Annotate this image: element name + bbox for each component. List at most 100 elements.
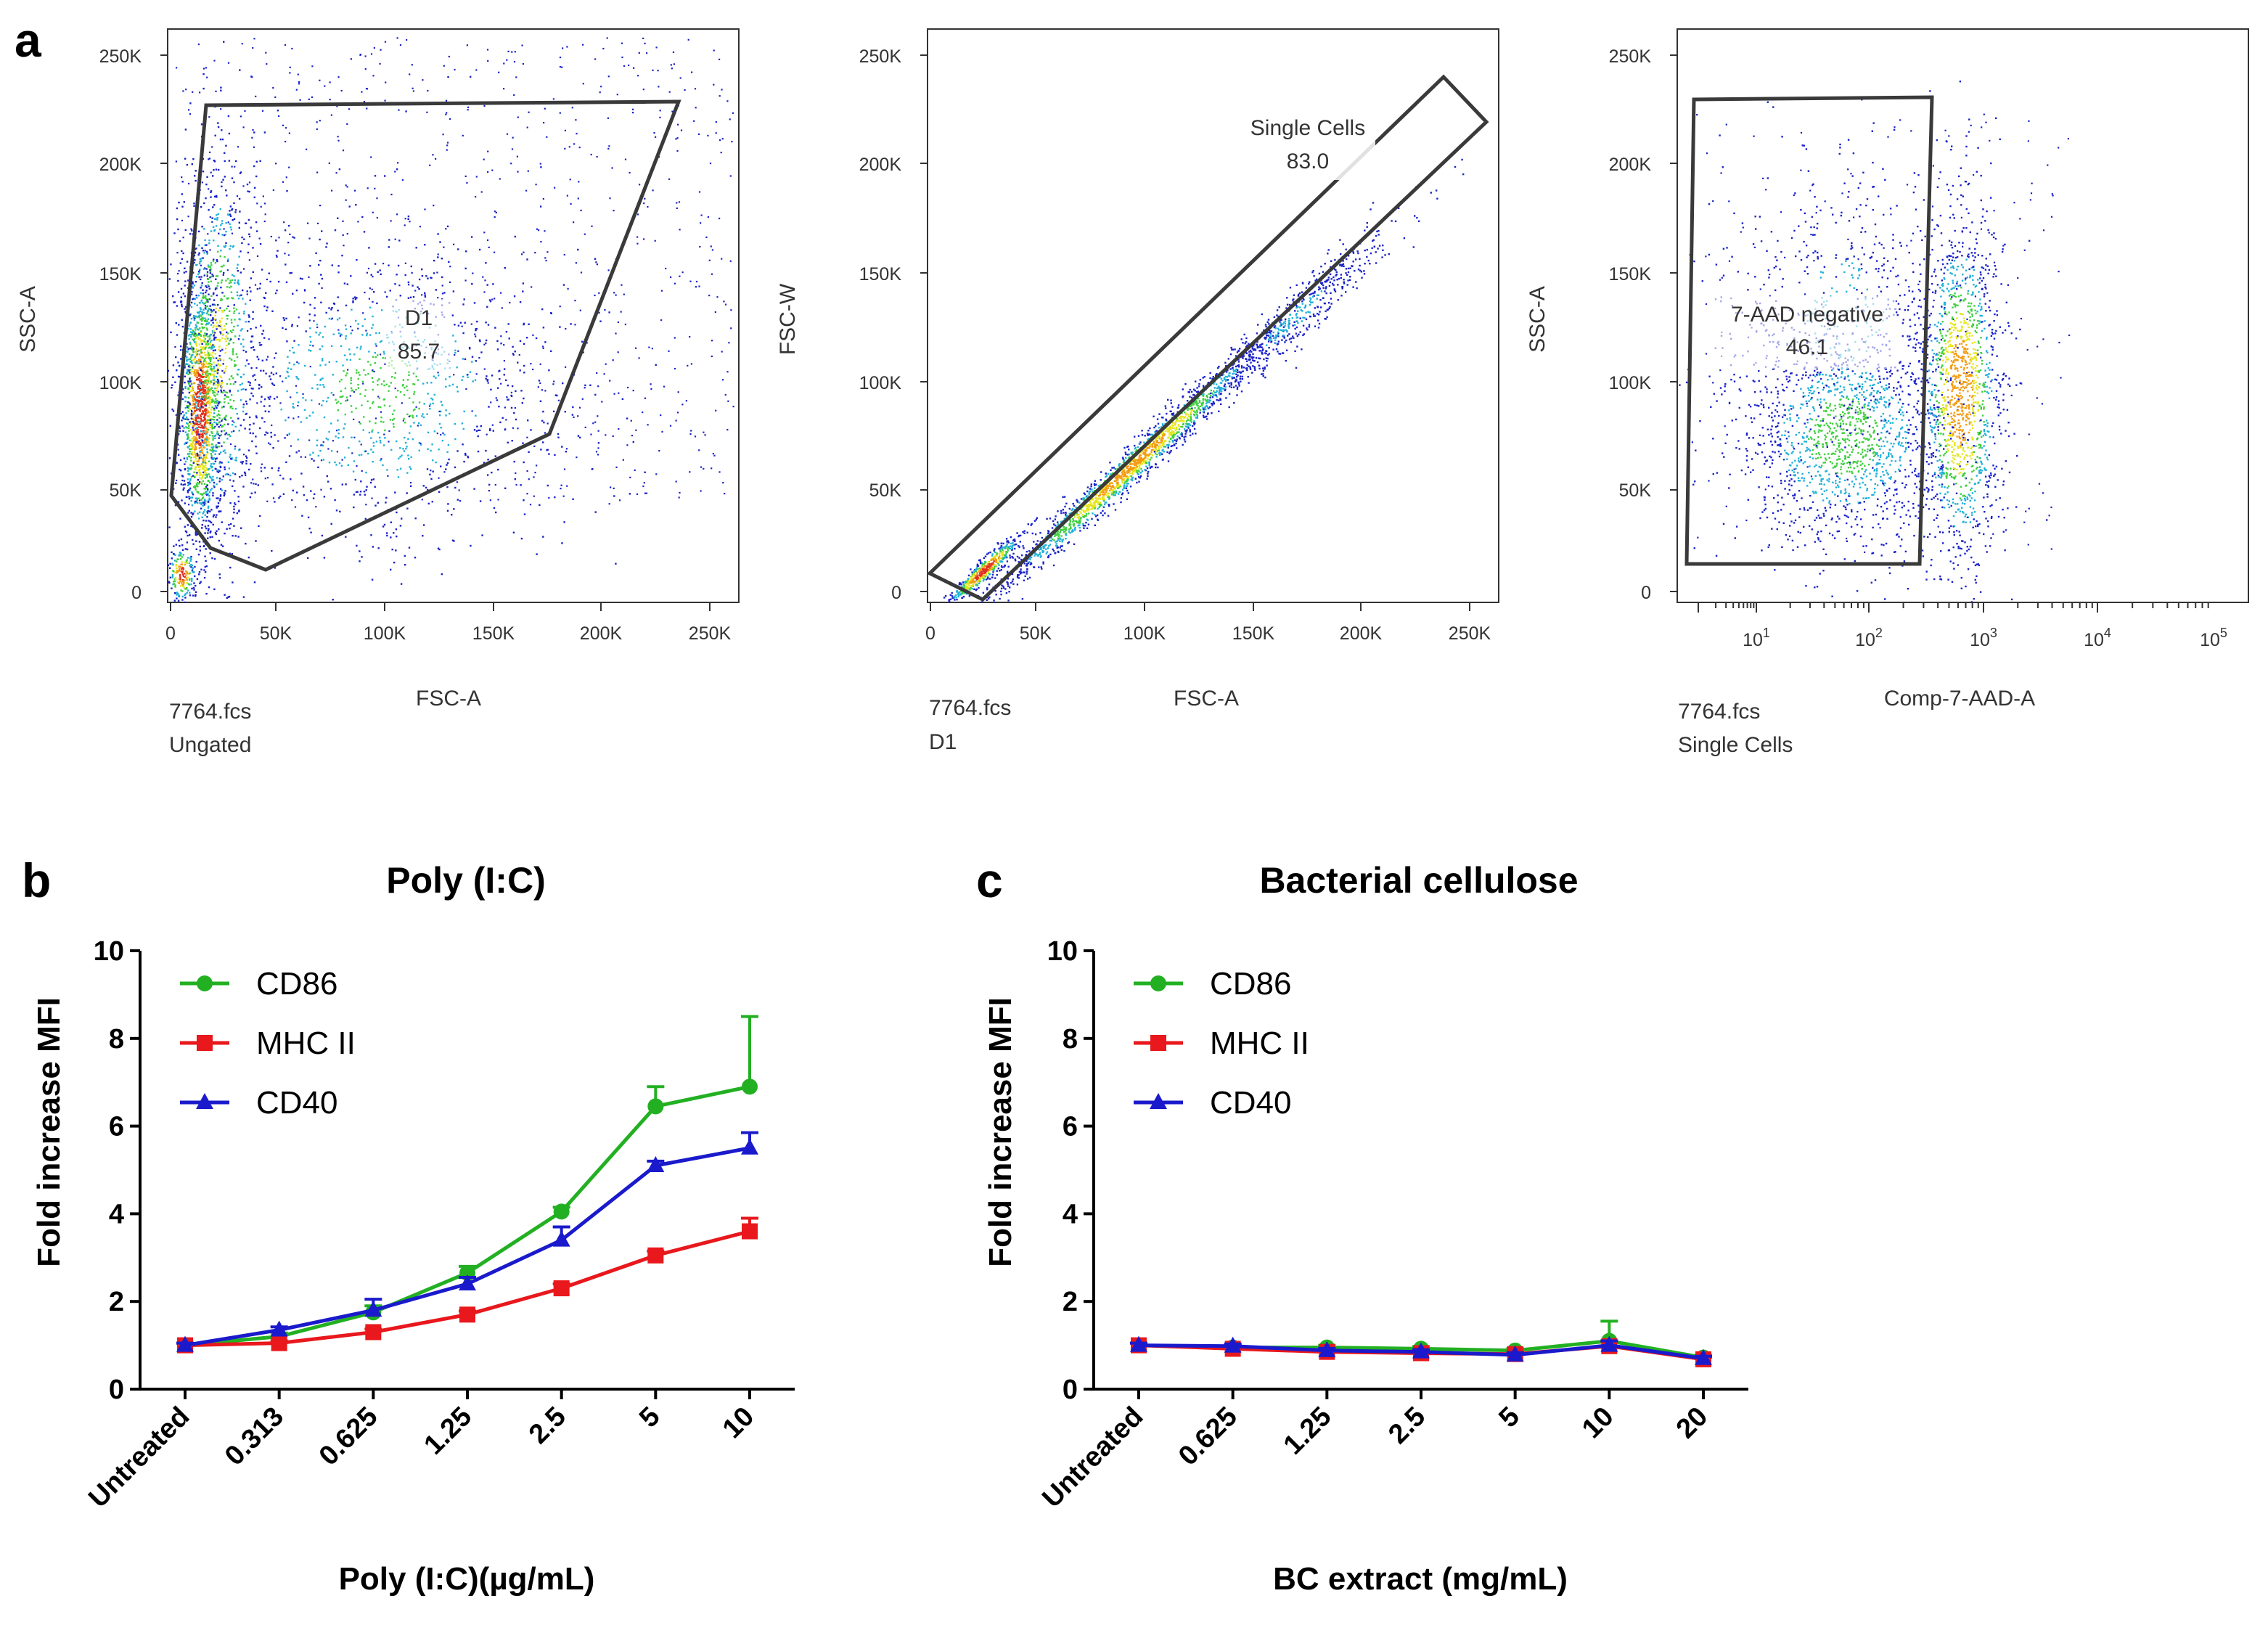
event-dot [219,401,221,404]
event-dot [562,284,565,286]
event-dot [399,391,402,393]
event-dot [321,287,323,289]
event-dot [597,415,599,417]
event-dot [218,573,221,576]
event-dot [319,332,322,334]
event-dot [361,556,363,558]
event-dot [1010,581,1012,584]
event-dot [220,451,222,454]
event-dot [209,346,211,348]
event-dot [507,384,509,387]
event-dot [203,492,205,494]
event-dot [202,493,205,495]
event-dot [1039,556,1041,558]
event-dot [323,416,326,419]
event-dot [188,455,190,457]
event-dot [296,325,298,327]
event-dot [218,340,221,342]
event-dot [205,520,208,522]
event-dot [216,404,219,406]
event-dot [334,499,336,502]
event-dot [594,393,597,396]
event-dot [272,373,275,376]
event-dot [214,134,216,136]
event-dot [674,337,676,339]
event-dot [1057,510,1059,512]
event-dot [369,407,372,409]
event-dot [206,356,208,359]
event-dot [282,493,285,495]
event-dot [214,195,216,198]
event-dot [261,110,264,112]
event-dot [1074,529,1076,531]
event-dot [205,295,207,297]
event-dot [216,369,219,372]
event-dot [198,230,200,233]
event-dot [418,401,421,404]
event-dot [559,306,561,308]
event-dot [187,406,189,408]
event-dot [209,536,211,539]
event-dot [325,246,327,248]
event-dot [221,333,223,335]
event-dot [197,369,199,372]
event-dot [660,414,662,417]
event-dot [232,430,235,432]
event-dot [206,320,208,322]
event-dot [190,475,193,478]
event-dot [409,73,411,75]
gate-d1-polygon[interactable] [169,99,681,572]
event-dot [218,414,221,417]
event-dot [229,286,231,289]
event-dot [231,552,233,555]
event-dot [182,90,184,92]
event-dot [310,340,312,343]
event-dot [487,171,489,173]
event-dot [184,548,187,550]
event-dot [181,325,184,328]
event-dot [404,387,406,389]
event-dot [1232,370,1235,372]
event-dot [261,344,263,346]
event-dot [200,418,202,420]
event-dot [721,351,723,353]
event-dot [418,278,421,281]
event-dot [1001,566,1003,568]
event-dot [217,378,219,381]
event-dot [412,383,414,385]
event-dot [166,285,168,287]
event-dot [195,372,197,374]
event-dot [274,434,276,436]
event-dot [195,427,198,430]
event-dot [573,143,576,145]
event-dot [213,557,216,560]
event-dot [158,320,160,322]
event-dot [526,258,528,261]
event-dot [212,515,215,517]
event-dot [204,410,206,412]
event-dot [411,271,413,274]
event-dot [194,331,196,333]
event-dot [409,221,411,223]
event-dot [200,206,202,208]
event-dot [596,372,598,374]
event-dot [196,474,198,476]
event-dot [526,493,528,495]
event-dot [206,401,209,404]
event-dot [180,570,182,573]
event-dot [451,539,454,541]
event-dot [206,473,208,476]
event-dot [179,566,181,568]
event-dot [597,447,599,449]
event-dot [189,451,191,453]
event-dot [292,406,294,408]
event-dot [190,356,192,359]
event-dot [284,419,287,422]
event-dot [371,327,373,329]
event-dot [684,89,686,91]
event-dot [190,360,193,362]
event-dot [182,415,185,417]
event-dot [210,457,213,459]
event-dot [201,370,203,372]
event-dot [200,260,202,262]
